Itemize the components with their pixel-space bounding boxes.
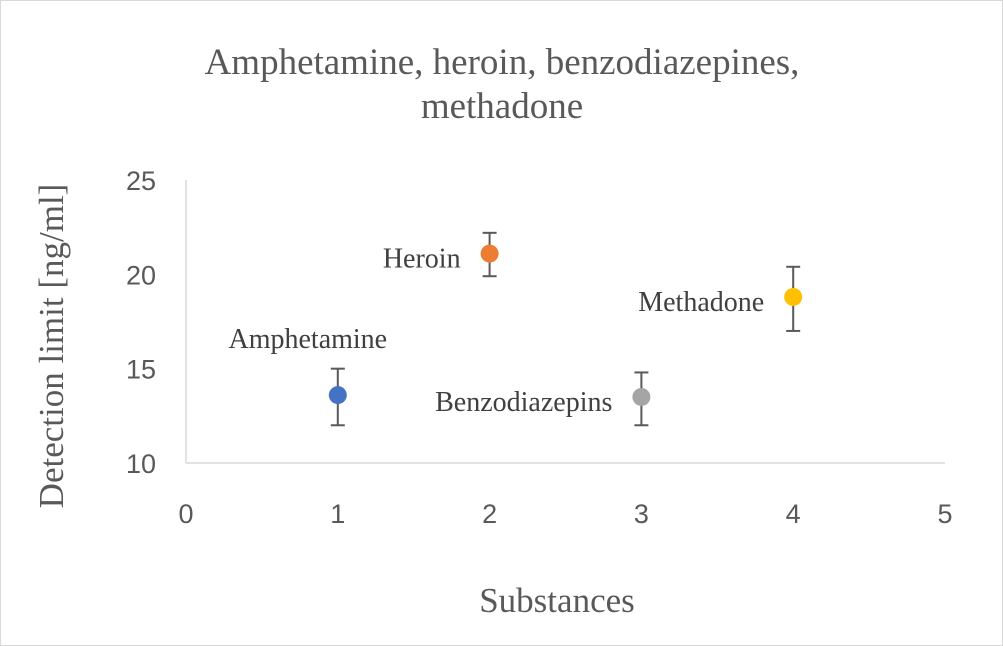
data-point-heroin: Heroin [383,231,499,278]
point-label: Methadone [638,287,764,318]
point-marker [480,244,499,263]
data-point-benzodiazepins: Benzodiazepins [435,371,651,427]
x-tick-label: 3 [634,499,649,529]
point-marker [328,386,347,405]
x-tick-label: 0 [178,499,193,529]
y-axis-title: Detection limit [ng/ml] [32,184,71,509]
chart-title-line-2: methadone [421,86,583,127]
point-label: Heroin [383,244,461,275]
y-tick-label: 20 [126,260,156,290]
x-tick-label: 4 [786,499,801,529]
x-tick-label: 5 [937,499,952,529]
y-tick-label: 10 [126,449,156,479]
point-label: Amphetamine [228,324,387,355]
data-point-amphetamine: Amphetamine [228,324,387,427]
x-axis-title: Substances [479,581,635,620]
point-label: Benzodiazepins [435,387,612,418]
data-point-methadone: Methadone [638,265,803,332]
x-tick-label: 1 [330,499,345,529]
y-tick-label: 25 [126,166,156,196]
point-marker [632,387,651,406]
chart-title-line-1: Amphetamine, heroin, benzodiazepines, [205,42,800,83]
y-tick-label: 15 [126,355,156,385]
x-tick-label: 2 [482,499,497,529]
point-marker [784,287,803,306]
